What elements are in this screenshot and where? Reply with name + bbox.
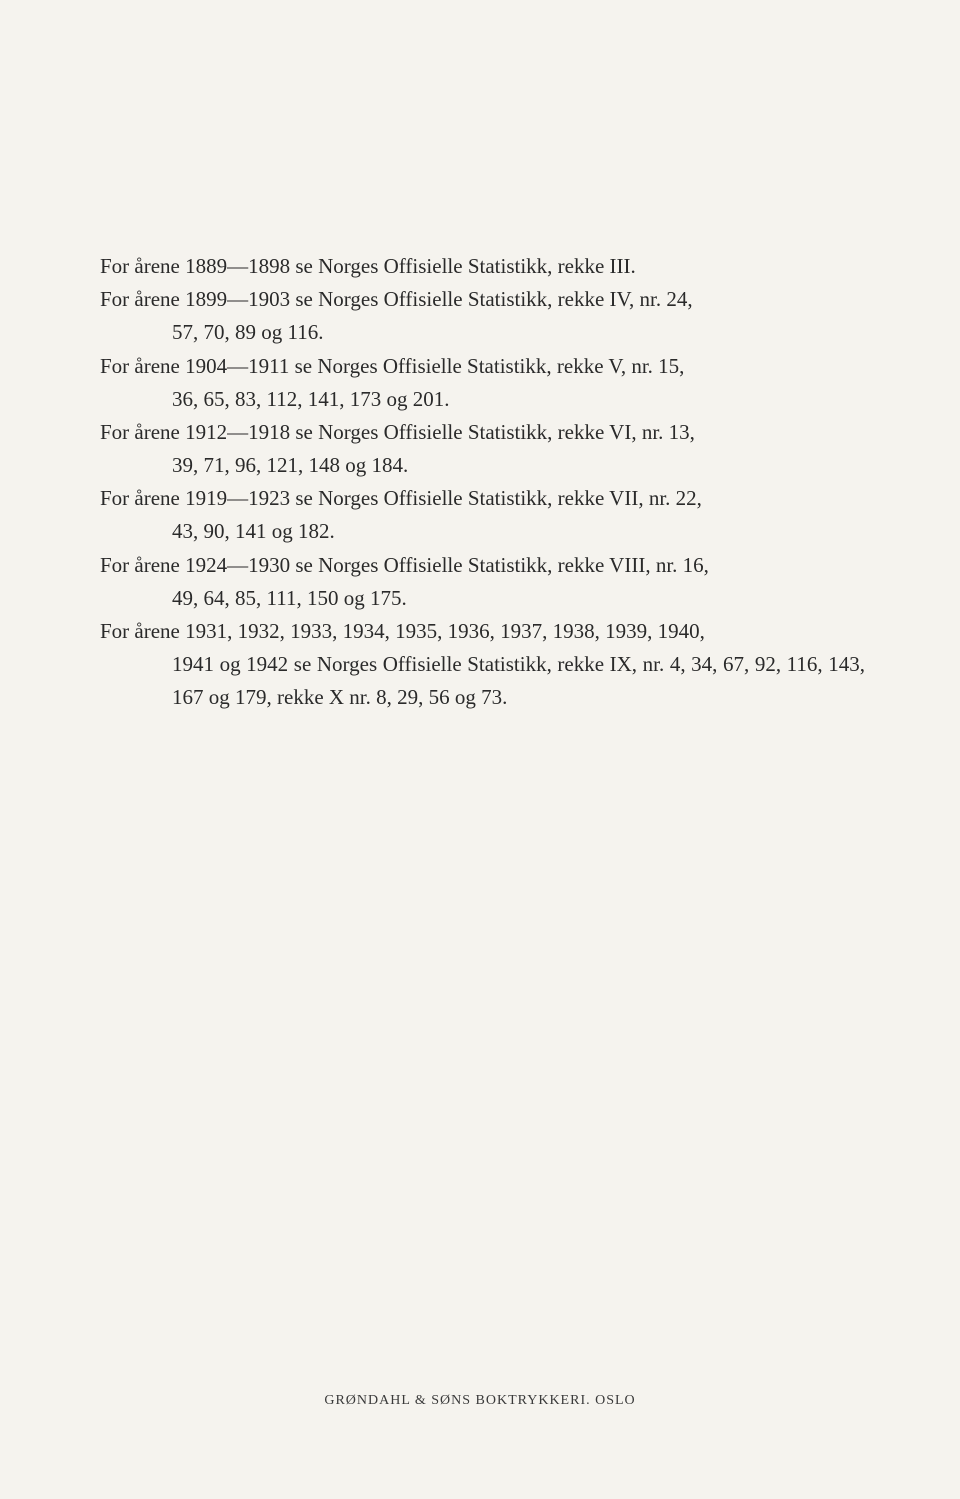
document-content: For årene 1889—1898 se Norges Offisielle…	[100, 250, 865, 714]
entry-2: For årene 1904—1911 se Norges Offisielle…	[100, 350, 865, 416]
entry-line1: For årene 1924—1930 se Norges Offisielle…	[100, 549, 865, 582]
document-page: For årene 1889—1898 se Norges Offisielle…	[0, 0, 960, 714]
entry-line2: 43, 90, 141 og 182.	[100, 515, 865, 548]
entry-line1: For årene 1899—1903 se Norges Offisielle…	[100, 283, 865, 316]
entry-line2: 36, 65, 83, 112, 141, 173 og 201.	[100, 383, 865, 416]
entry-0: For årene 1889—1898 se Norges Offisielle…	[100, 250, 865, 283]
entry-line2: 57, 70, 89 og 116.	[100, 316, 865, 349]
entry-line1: For årene 1889—1898 se Norges Offisielle…	[100, 250, 865, 283]
entry-6: For årene 1931, 1932, 1933, 1934, 1935, …	[100, 615, 865, 715]
entry-line1: For årene 1931, 1932, 1933, 1934, 1935, …	[100, 615, 865, 648]
entry-4: For årene 1919—1923 se Norges Offisielle…	[100, 482, 865, 548]
entry-line1: For årene 1912—1918 se Norges Offisielle…	[100, 416, 865, 449]
entry-5: For årene 1924—1930 se Norges Offisielle…	[100, 549, 865, 615]
entry-line1: For årene 1919—1923 se Norges Offisielle…	[100, 482, 865, 515]
entry-line1: For årene 1904—1911 se Norges Offisielle…	[100, 350, 865, 383]
entry-line2: 1941 og 1942 se Norges Offisielle Statis…	[100, 648, 865, 714]
entry-line2: 39, 71, 96, 121, 148 og 184.	[100, 449, 865, 482]
entry-3: For årene 1912—1918 se Norges Offisielle…	[100, 416, 865, 482]
entry-line2: 49, 64, 85, 111, 150 og 175.	[100, 582, 865, 615]
publisher-footer: GRØNDAHL & SØNS BOKTRYKKERI. OSLO	[0, 1393, 960, 1409]
entry-1: For årene 1899—1903 se Norges Offisielle…	[100, 283, 865, 349]
